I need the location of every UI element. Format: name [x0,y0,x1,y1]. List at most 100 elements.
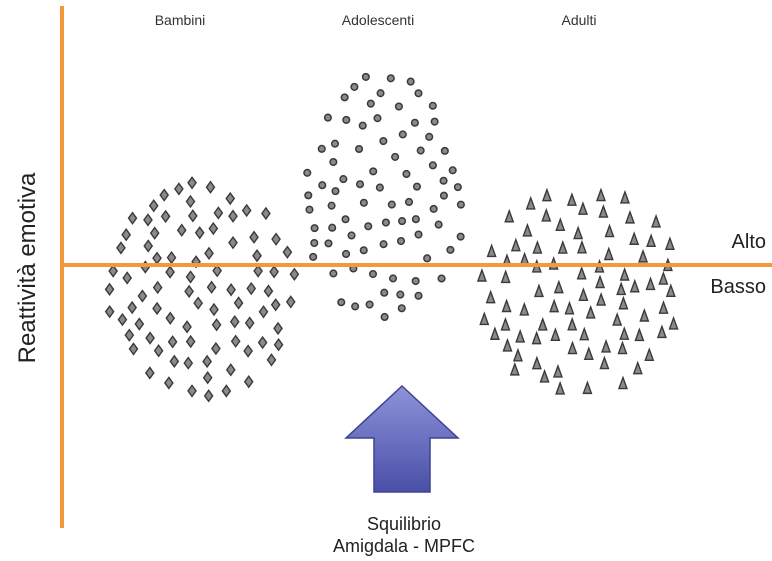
circle-marker [318,181,327,190]
triangle-marker [656,324,667,339]
diamond-marker [205,180,216,194]
diamond-marker [228,235,238,250]
triangle-marker [553,279,564,294]
diamond-marker [165,265,175,279]
circle-marker [428,101,437,110]
triangle-marker [595,274,606,289]
triangle-marker [537,316,548,331]
circle-marker [412,182,422,191]
diamond-marker [143,239,154,253]
diamond-marker [212,264,223,278]
triangle-marker [500,316,511,331]
diamond-marker [229,315,240,329]
caption-line-1: Squilibrio [366,514,442,534]
adolescenti-markers [303,72,465,322]
circle-marker [411,276,420,286]
circle-marker [429,204,438,213]
triangle-marker [578,287,589,301]
diamond-marker [243,344,253,358]
circle-marker [381,218,390,227]
circle-marker [309,252,318,261]
diamond-marker [253,264,263,278]
triangle-marker [515,328,526,343]
circle-marker [304,191,313,200]
circle-marker [310,238,319,248]
circle-marker [355,180,365,189]
circle-marker [456,232,465,241]
circle-marker [396,290,405,299]
circle-marker [387,200,396,209]
diamond-marker [166,250,177,265]
triangle-marker [541,207,552,222]
diamond-marker [152,280,163,295]
triangle-marker [501,298,512,313]
circle-marker [351,302,360,311]
triangle-marker [512,347,523,362]
circle-marker [369,167,378,176]
diamond-marker [121,228,132,242]
triangle-marker [664,236,675,250]
diamond-marker [202,354,212,369]
circle-marker [437,274,446,283]
group-label-bambini: Bambini [154,12,206,28]
circle-marker [341,215,350,224]
triangle-marker [665,283,676,298]
diamond-marker [233,296,244,310]
diamond-marker [202,371,213,385]
circle-marker [359,198,368,207]
triangle-marker [510,237,521,252]
triangle-marker [612,312,623,326]
diamond-marker [271,232,281,246]
diamond-marker [169,354,180,369]
diamond-marker [185,194,196,209]
circle-marker [342,115,351,124]
triangle-marker [500,269,511,284]
circle-marker [396,236,406,246]
diamond-marker [174,182,184,196]
triangle-marker [577,201,588,215]
circle-marker [337,298,346,307]
diamond-marker [257,335,268,350]
diamond-marker [252,249,262,263]
diamond-marker [104,304,115,319]
circle-marker [410,118,419,127]
triangle-marker [541,187,552,202]
triangle-marker [632,360,643,375]
adulti-markers [476,187,679,395]
triangle-marker [549,298,560,313]
circle-marker [340,93,349,102]
triangle-marker [658,270,669,285]
diamond-marker [204,246,214,261]
circle-marker [380,288,389,297]
diamond-marker [122,271,133,285]
diamond-marker [208,221,219,236]
diamond-marker [258,305,269,319]
circle-marker [331,187,340,196]
diamond-marker [206,280,217,294]
circle-marker [448,166,457,175]
diamond-marker [124,328,135,342]
circle-marker [430,117,439,126]
circle-marker [411,215,420,224]
circle-marker [317,144,326,153]
diamond-marker [221,384,232,398]
triangle-marker [552,363,563,378]
diamond-marker [116,241,126,255]
triangle-marker [564,300,575,315]
circle-marker [324,239,333,248]
triangle-marker [557,239,568,254]
triangle-marker [476,267,487,282]
circle-marker [366,99,375,108]
bambini-markers [104,176,300,403]
triangle-marker [629,278,640,293]
diamond-marker [226,283,236,297]
diamond-marker [108,264,119,278]
diamond-marker [159,188,170,202]
triangle-marker [485,289,496,304]
circle-marker [342,249,351,259]
triangle-marker [582,380,593,395]
diamond-marker [152,251,162,265]
diamond-marker [184,284,194,299]
level-label-high: Alto [731,231,766,253]
